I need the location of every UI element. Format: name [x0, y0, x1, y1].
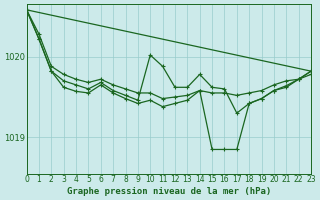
X-axis label: Graphe pression niveau de la mer (hPa): Graphe pression niveau de la mer (hPa): [67, 187, 271, 196]
